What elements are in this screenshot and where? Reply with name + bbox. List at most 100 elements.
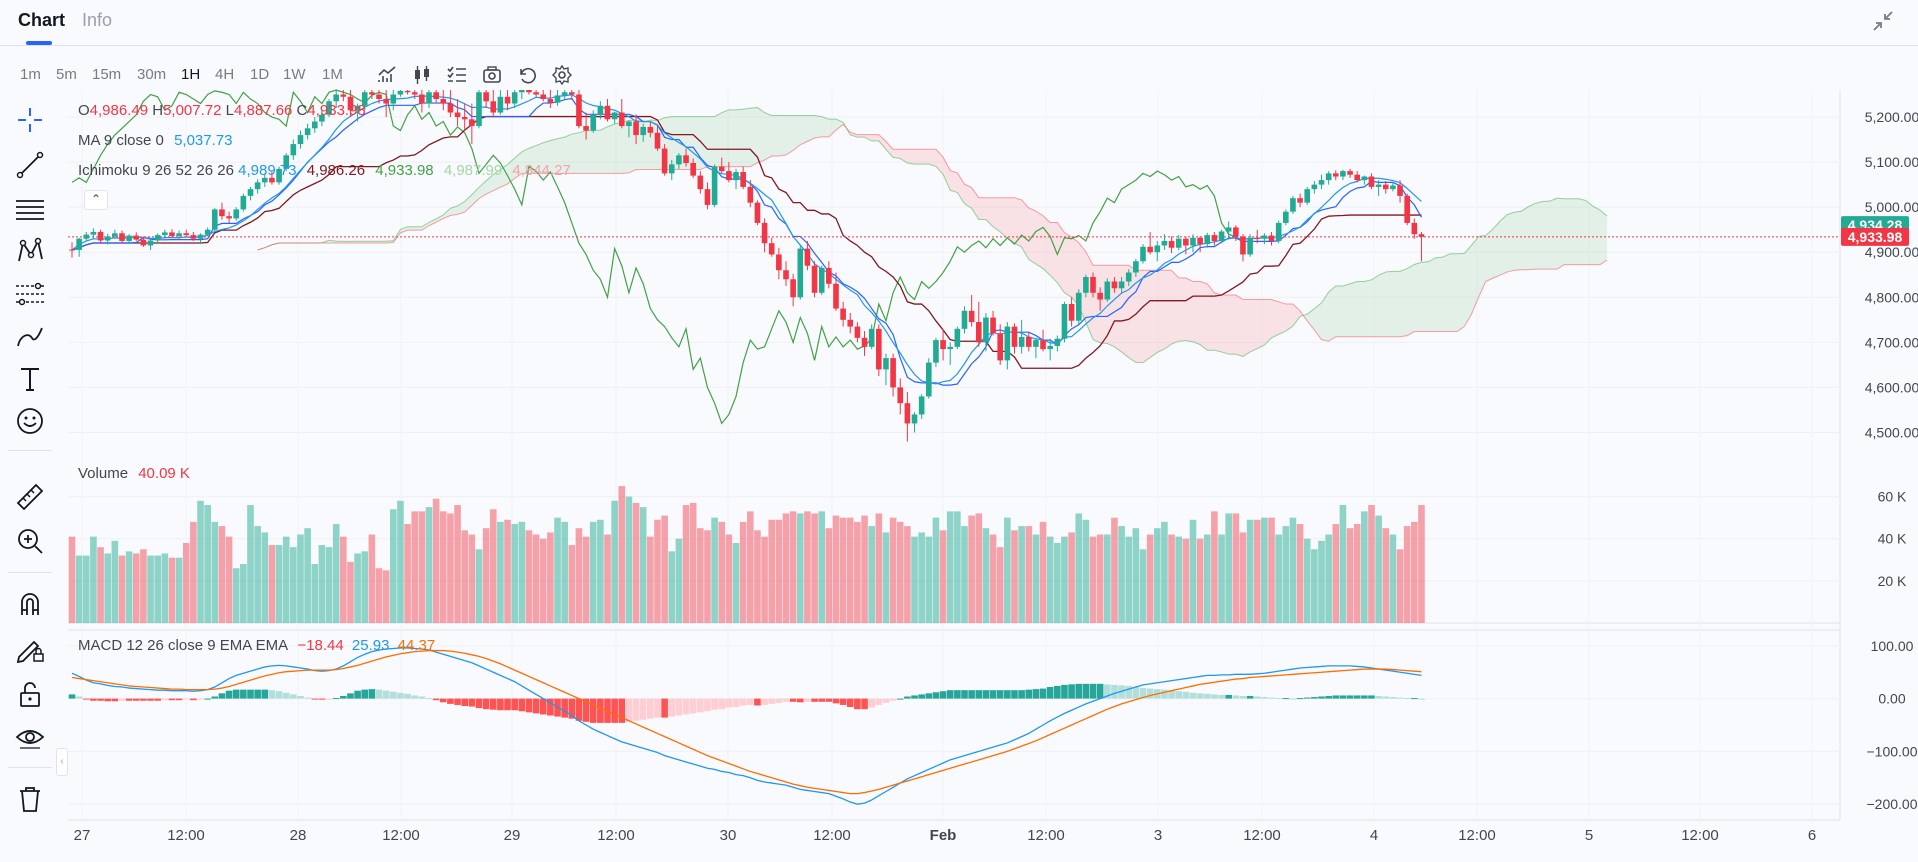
macd-histogram-bar (197, 698, 204, 700)
macd-histogram-bar (261, 689, 269, 699)
macd-histogram-bar (1082, 683, 1090, 699)
timeframe-1w[interactable]: 1W (283, 66, 306, 83)
settings-icon[interactable] (551, 64, 573, 86)
candle-body (219, 209, 225, 217)
toolbar-separator (8, 767, 52, 768)
low-label: L (225, 102, 234, 119)
price-tick-label: 4,900.00 (1865, 244, 1918, 260)
volume-bar (1046, 536, 1054, 623)
kumo-segment (764, 112, 772, 161)
indicators-icon[interactable] (376, 64, 398, 86)
ma-legend[interactable]: MA 9 close 0 5,037.73 (78, 132, 232, 149)
macd-histogram-bar (925, 693, 933, 699)
kumo-segment (400, 226, 408, 233)
kumo-segment (950, 170, 958, 193)
macd-histogram-bar (1096, 683, 1104, 699)
candle-body (1304, 189, 1311, 203)
fib-icon[interactable] (14, 278, 46, 310)
timeframe-30m[interactable]: 30m (137, 66, 167, 83)
volume-bar (1261, 517, 1268, 623)
macd-tick-label: −200.00 (1867, 796, 1918, 812)
volume-legend[interactable]: Volume 40.09 K (78, 465, 190, 482)
candle-body (633, 121, 639, 136)
compare-icon[interactable] (446, 64, 468, 86)
timeframe-4h[interactable]: 4H (215, 66, 235, 83)
emoji-icon[interactable] (14, 405, 46, 437)
macd-histogram-bar (190, 698, 197, 701)
volume-bar (1361, 511, 1368, 623)
volume-bar (1368, 505, 1375, 623)
kumo-segment (900, 149, 908, 163)
brush-icon[interactable] (14, 320, 46, 352)
ichimoku-legend[interactable]: Ichimoku 9 26 52 26 26 4,989.73 4,986.26… (78, 162, 571, 179)
open-value: 4,986.49 (89, 102, 149, 119)
macd-histogram-bar (247, 689, 254, 699)
eye-icon[interactable] (14, 721, 46, 753)
macd-tick-label: 0.00 (1878, 691, 1905, 707)
ichimoku-tenkan-value: 4,989.73 (238, 162, 297, 179)
collapse-icon[interactable] (1870, 8, 1896, 34)
tab-info[interactable]: Info (82, 10, 113, 30)
kumo-segment (357, 241, 365, 243)
volume-bar (1075, 513, 1083, 623)
macd-histogram-bar (1175, 691, 1182, 699)
undo-icon[interactable] (516, 64, 538, 86)
volume-bar (704, 530, 711, 623)
crosshair-icon[interactable] (14, 104, 46, 136)
macd-histogram-bar (1325, 695, 1332, 699)
macd-histogram-bar (1068, 684, 1075, 699)
volume-bar (896, 521, 904, 623)
volume-bar (468, 534, 476, 623)
magnet-icon[interactable] (14, 588, 46, 620)
candle-body (197, 234, 204, 239)
trash-icon[interactable] (14, 783, 46, 815)
kumo-segment (821, 116, 829, 137)
screenshot-icon[interactable] (481, 64, 503, 86)
trend-line-icon[interactable] (14, 149, 46, 181)
candle-body (1375, 184, 1382, 187)
candle-body (1104, 281, 1111, 300)
tab-chart[interactable]: Chart (18, 10, 66, 30)
candle-body (426, 92, 432, 104)
ma-label: MA 9 close 0 (78, 132, 164, 149)
macd-histogram-bar (332, 698, 340, 700)
volume-bar (1289, 517, 1297, 623)
macd-histogram-bar (104, 698, 111, 702)
timeframe-1h[interactable]: 1H (181, 66, 201, 83)
legend-collapse-button[interactable]: ⌃ (84, 190, 108, 210)
macd-histogram-bar (97, 698, 104, 701)
volume-bar (861, 515, 868, 623)
timeframe-1m[interactable]: 1m (20, 66, 41, 83)
candle-body (811, 265, 818, 293)
sidebar-collapse-handle[interactable]: ‹ (56, 748, 68, 776)
candle-body (376, 94, 382, 100)
pattern-icon[interactable] (14, 235, 46, 267)
horizontal-lines-icon[interactable] (14, 193, 46, 225)
volume-bar (1125, 536, 1133, 623)
macd-histogram-bar (1368, 695, 1375, 699)
candle-type-icon[interactable] (411, 64, 433, 86)
unlock-icon[interactable] (14, 678, 46, 710)
zoom-in-icon[interactable] (14, 525, 46, 557)
macd-histogram-bar (811, 698, 818, 702)
timeframe-1m-month[interactable]: 1M (322, 66, 343, 83)
timeframe-5m[interactable]: 5m (56, 66, 77, 83)
text-icon[interactable] (14, 363, 46, 395)
timeframe-15m[interactable]: 15m (92, 66, 122, 83)
senkou-span-a-line (257, 107, 1608, 364)
kumo-segment (721, 109, 729, 167)
kumo-segment (600, 126, 608, 174)
candle-body (668, 164, 675, 174)
volume-bar (532, 534, 540, 623)
candle-body (476, 92, 482, 127)
kumo-segment (386, 240, 394, 243)
volume-bar (118, 555, 126, 623)
kumo-segment (1271, 299, 1279, 338)
macd-legend[interactable]: MACD 12 26 close 9 EMA EMA −18.44 25.93 … (78, 637, 435, 654)
lock-drawing-icon[interactable] (14, 633, 46, 665)
volume-bar (354, 553, 361, 623)
ruler-icon[interactable] (14, 481, 46, 513)
volume-bar (1418, 505, 1425, 623)
timeframe-1d[interactable]: 1D (250, 66, 270, 83)
